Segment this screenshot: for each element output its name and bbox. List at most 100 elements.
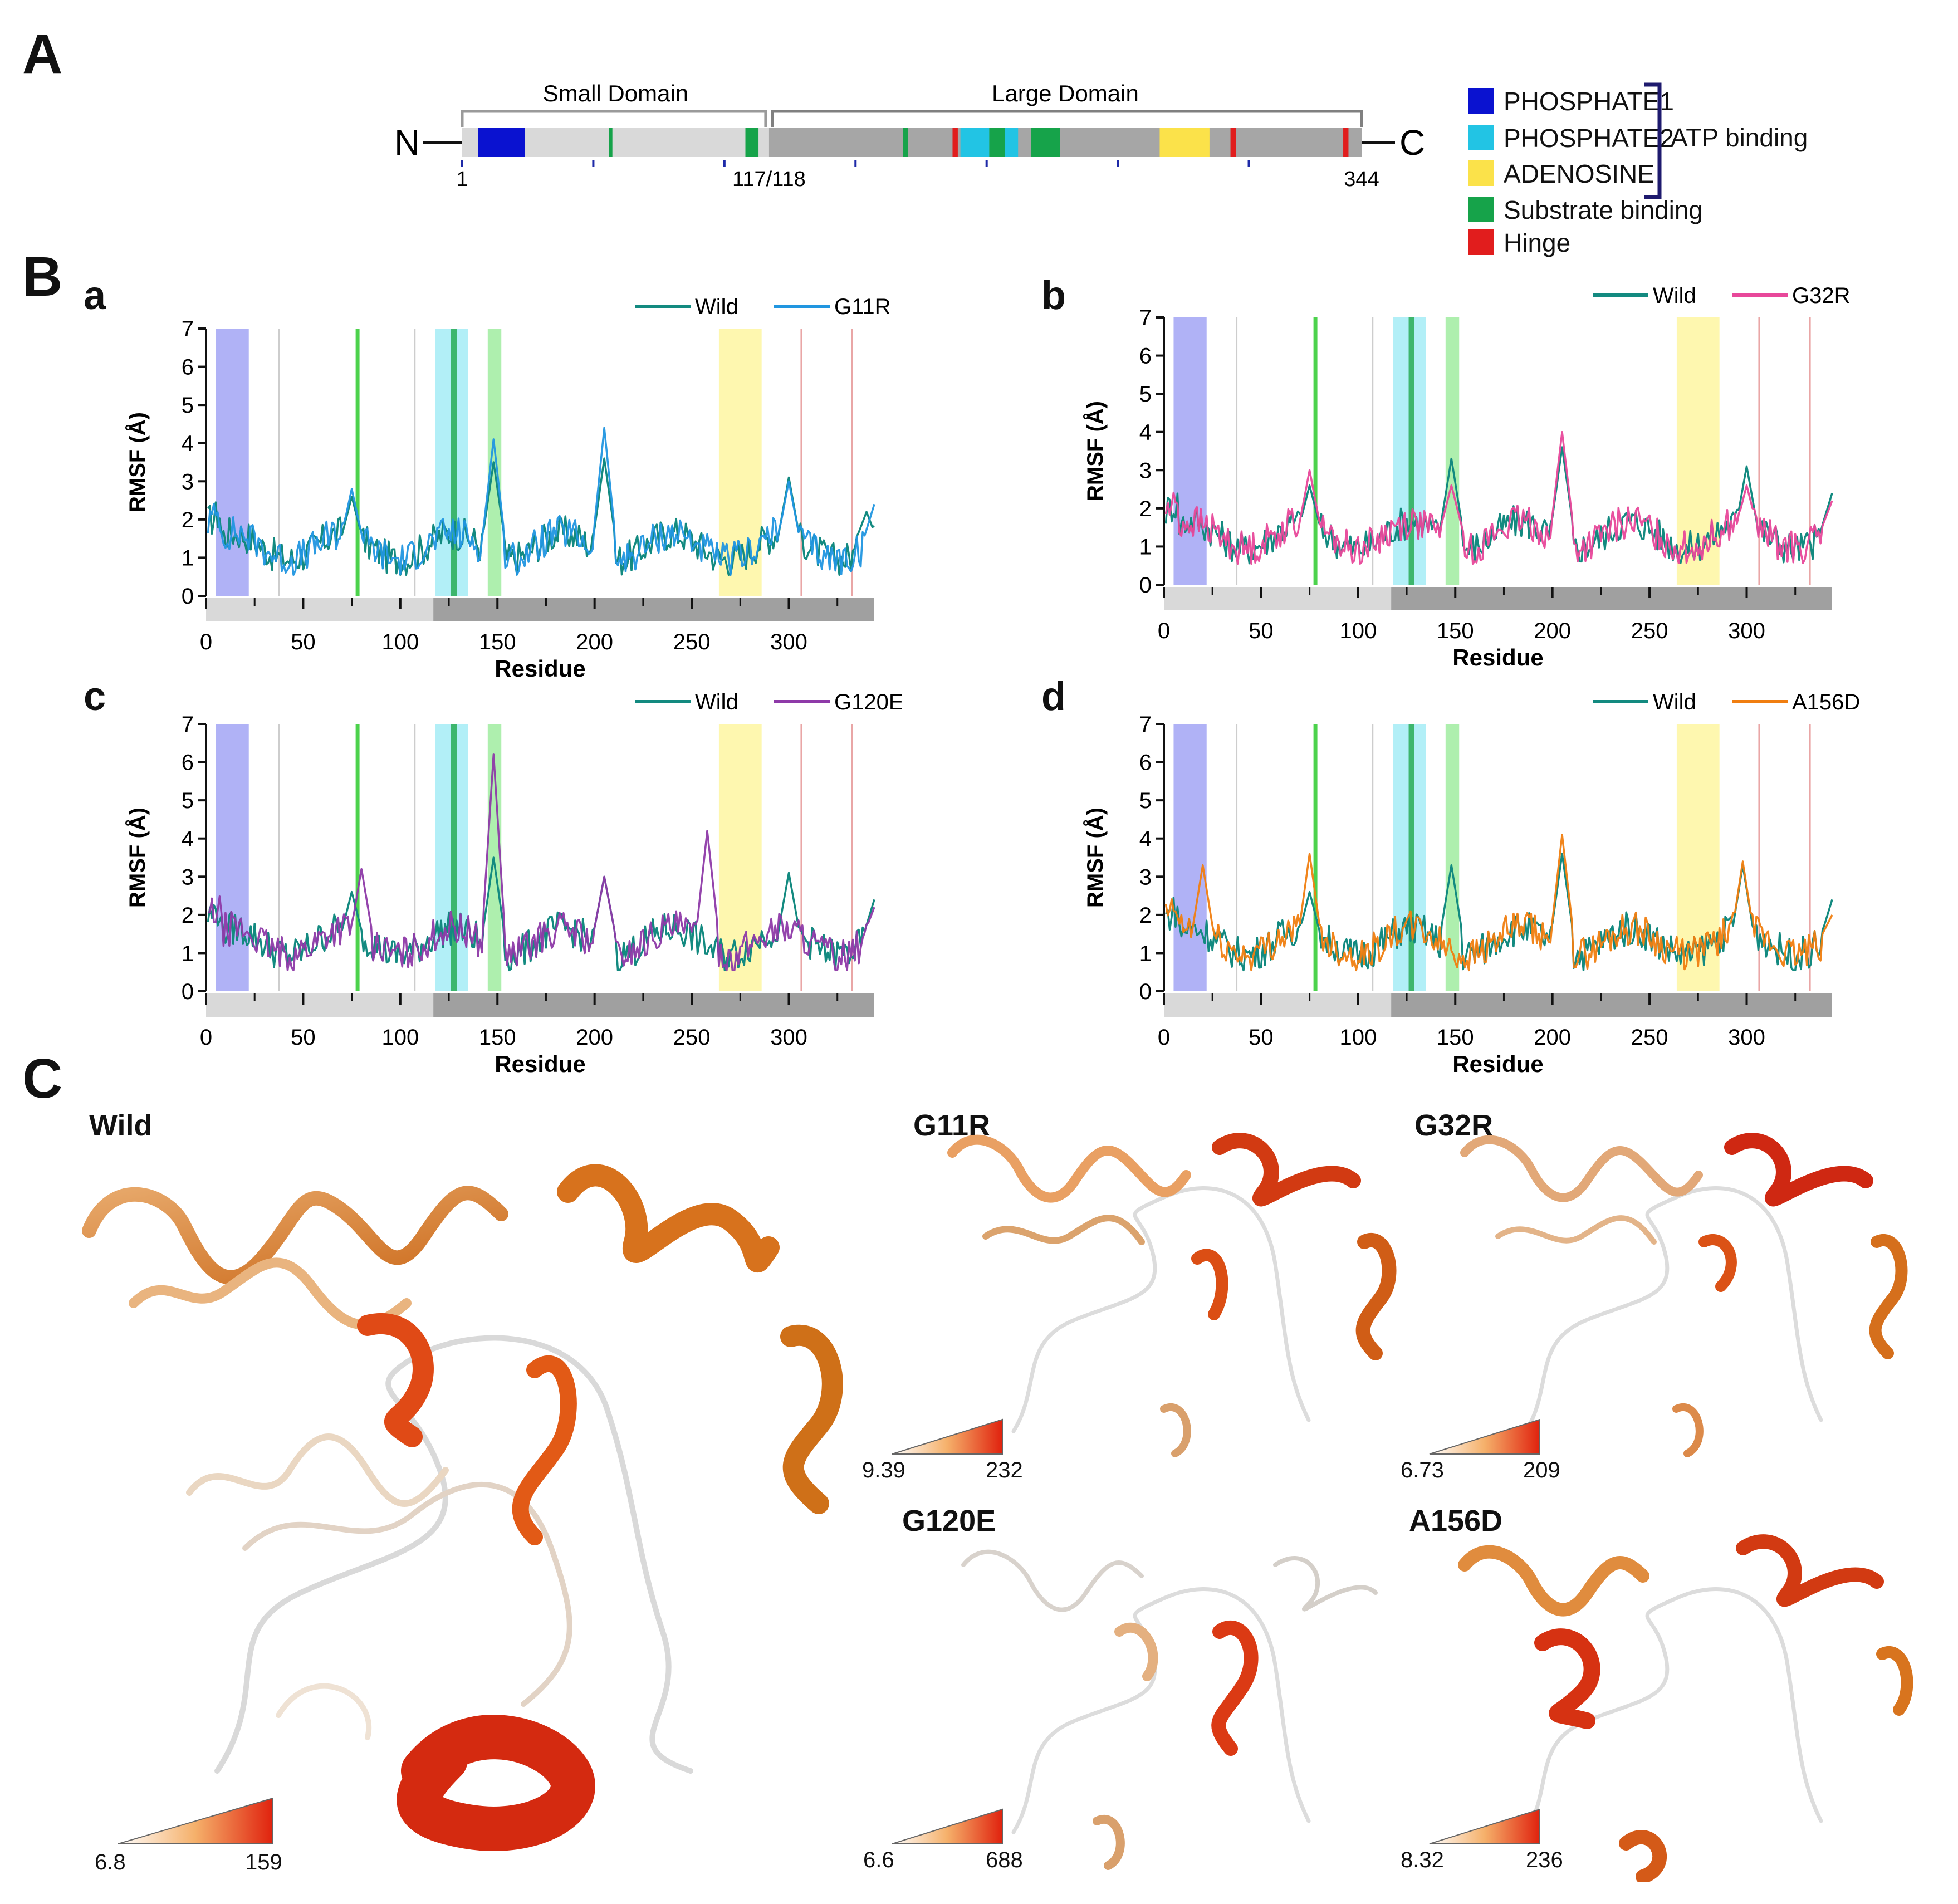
x-axis-label: Residue <box>495 1051 585 1077</box>
region-band-1 <box>355 329 360 596</box>
y-axis-label: RMSF (Å) <box>125 807 150 908</box>
scale-min-g32r: 6.73 <box>1401 1458 1444 1482</box>
structure-g120e <box>961 1549 1378 1870</box>
legend-label-a156d: A156D <box>1792 690 1860 714</box>
y-tick-label: 1 <box>1139 535 1152 559</box>
y-tick-label: 0 <box>1139 980 1152 1004</box>
scale-min-g11r: 9.39 <box>862 1458 905 1482</box>
legend-label-g32r: G32R <box>1792 283 1851 308</box>
scale-max-g120e: 688 <box>986 1848 1023 1872</box>
y-tick-label: 6 <box>182 751 194 775</box>
y-tick-label: 3 <box>1139 865 1152 889</box>
x-tick-label: 100 <box>381 630 419 654</box>
y-axis-label: RMSF (Å) <box>125 412 150 512</box>
y-tick-label: 7 <box>182 712 194 737</box>
strip-large-domain <box>433 993 874 1017</box>
scale-min-wild: 6.8 <box>95 1850 126 1874</box>
legend-label-phosphate1: PHOSPHATE1 <box>1504 87 1674 116</box>
x-tick-label: 0 <box>1158 619 1170 643</box>
strip-small-domain <box>206 598 434 621</box>
x-tick-label: 300 <box>770 1025 807 1050</box>
color-scale-g120e <box>892 1808 1003 1844</box>
subplot-label-b: b <box>1041 273 1066 318</box>
rmsf-chart-a: 0 1 2 3 4 5 6 7 0 50 100 150 200 250 300 Residue RMSF (Å… <box>125 295 891 682</box>
y-tick-label: 5 <box>1139 382 1152 407</box>
structure-wild <box>82 1164 843 1851</box>
subplot-label-d: d <box>1041 674 1066 719</box>
x-tick-label: 100 <box>1339 1025 1377 1050</box>
structure-title-g120e: G120E <box>902 1504 996 1538</box>
legend-label-phosphate2: PHOSPHATE2 <box>1504 124 1674 153</box>
region-band-1 <box>355 724 360 991</box>
region-band-6 <box>1758 317 1760 585</box>
residue-start-label: 1 <box>456 168 468 191</box>
large-domain-label: Large Domain <box>992 80 1139 106</box>
strip-large-domain <box>1391 587 1832 610</box>
y-tick-label: 1 <box>182 941 194 966</box>
domain-segment-9 <box>1159 128 1210 157</box>
legend-label-wild: Wild <box>1653 283 1696 308</box>
legend-label-substrate: Substrate binding <box>1504 195 1704 224</box>
region-band-6 <box>800 724 802 991</box>
panel-label-c: C <box>22 1048 63 1110</box>
region-band-6 <box>1758 724 1760 991</box>
region-band-7 <box>851 724 853 991</box>
small-domain-bracket <box>461 110 767 127</box>
series-line-a156d <box>1164 834 1833 972</box>
x-tick-label: 200 <box>576 1025 613 1050</box>
y-tick-label: 4 <box>182 827 194 851</box>
atp-bracket <box>1644 82 1662 199</box>
structure-title-wild: Wild <box>89 1109 153 1142</box>
domain-segment-10 <box>1230 128 1236 157</box>
series-line-g11r <box>207 427 875 576</box>
y-tick-label: 4 <box>1139 420 1152 445</box>
subplot-label-a: a <box>84 273 106 318</box>
domain-segment-0 <box>478 128 526 157</box>
region-band-3 <box>451 329 457 596</box>
rmsf-chart-d: 0 1 2 3 4 5 6 7 0 50 100 150 200 250 300 Residue RMSF (Å… <box>1083 690 1860 1077</box>
residue-end-label: 344 <box>1344 168 1379 191</box>
panel-label-a: A <box>22 23 63 85</box>
color-scale-wild <box>118 1797 273 1844</box>
x-tick-label: 150 <box>1437 619 1474 643</box>
y-axis-label: RMSF (Å) <box>1083 807 1108 908</box>
region-band-7 <box>1809 317 1811 585</box>
legend-swatch-hinge <box>1468 229 1494 255</box>
region-band-8 <box>278 724 280 991</box>
x-tick-label: 100 <box>1339 619 1377 643</box>
region-band-3 <box>1408 724 1414 991</box>
strip-small-domain <box>206 993 434 1017</box>
y-tick-label: 5 <box>182 393 194 418</box>
x-tick-label: 150 <box>479 1025 516 1050</box>
legend-label-hinge: Hinge <box>1504 228 1571 257</box>
y-tick-label: 3 <box>1139 458 1152 483</box>
region-band-9 <box>414 724 416 991</box>
atp-binding-label: ATP binding <box>1671 123 1808 152</box>
y-tick-label: 4 <box>182 432 194 456</box>
x-tick-label: 50 <box>1249 619 1274 643</box>
y-tick-label: 0 <box>1139 573 1152 598</box>
region-band-6 <box>800 329 802 596</box>
strip-large-domain <box>1391 993 1832 1017</box>
legend-swatch-phosphate1 <box>1468 88 1494 114</box>
series-line-g120e <box>208 753 875 972</box>
x-axis-label: Residue <box>495 655 585 682</box>
series-line-wild <box>207 856 875 972</box>
x-tick-label: 100 <box>381 1025 419 1050</box>
y-tick-label: 0 <box>182 584 194 609</box>
color-scale-g32r <box>1429 1418 1540 1455</box>
large-domain-bracket <box>771 110 1363 127</box>
scale-max-a156d: 236 <box>1526 1848 1563 1872</box>
scale-min-a156d: 8.32 <box>1401 1848 1444 1872</box>
x-axis-label: Residue <box>1452 1051 1543 1077</box>
n-terminus-label: N <box>394 123 420 163</box>
y-tick-label: 3 <box>182 865 194 889</box>
domain-map: N C Small Domain Large Domain 1 117/118 344 <box>394 80 1425 191</box>
domain-segment-6 <box>989 128 1005 157</box>
x-tick-label: 50 <box>291 630 316 654</box>
series-line-g32r <box>1164 430 1833 565</box>
y-tick-label: 3 <box>182 469 194 494</box>
structure-a156d <box>1458 1534 1913 1882</box>
domain-segment-3 <box>903 128 908 157</box>
large-domain-bar <box>768 128 1362 157</box>
